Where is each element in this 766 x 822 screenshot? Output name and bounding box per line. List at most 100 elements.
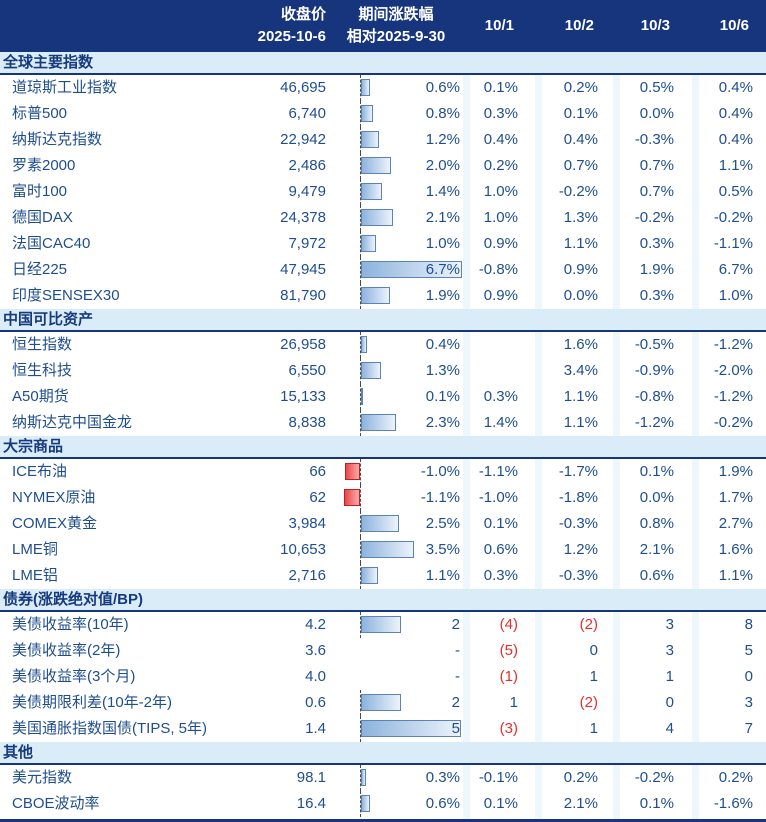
period-change-cell: 2 <box>326 612 466 638</box>
daily-change-value: 1.6% <box>718 541 753 558</box>
table-row: LME铜 10,653 3.5% 0.6% 1.2% 2.1% 1.6% <box>0 537 766 563</box>
daily-change-value: -1.2% <box>713 388 753 405</box>
period-change-value: 2 <box>451 616 460 633</box>
period-change-cell: 0.6% <box>326 75 466 101</box>
row-label: 德国DAX <box>12 209 73 226</box>
daily-change-value: 1.0% <box>718 287 753 304</box>
period-change-cell: 0.4% <box>326 332 466 358</box>
column-separator <box>463 52 470 819</box>
bar-axis <box>360 511 361 537</box>
daily-change-value <box>466 332 522 358</box>
close-price-value: 2,716 <box>288 567 326 584</box>
close-price-value: 46,695 <box>280 79 326 96</box>
daily-change-value: 1.0% <box>483 183 518 200</box>
table-header-row: 收盘价 2025-10-6 期间涨跌幅 相对2025-9-30 10/1 10/… <box>0 0 766 52</box>
period-change-cell: 0.3% <box>326 765 466 791</box>
daily-change-value: -2.0% <box>713 362 753 379</box>
close-price-value: 22,942 <box>280 131 326 148</box>
daily-change-value: (4) <box>499 616 518 633</box>
header-period-line1: 期间涨跌幅 <box>358 6 434 24</box>
close-price-value: 4.2 <box>305 616 326 633</box>
daily-change-value: 4 <box>665 720 674 737</box>
table-row: 美国通胀指数国债(TIPS, 5年) 1.4 5 (3) 1 4 7 <box>0 716 766 742</box>
table-row: 富时100 9,479 1.4% 1.0% -0.2% 0.7% 0.5% <box>0 179 766 205</box>
positive-data-bar <box>361 567 378 584</box>
period-change-value: - <box>455 642 460 659</box>
table-row: 纳斯达克中国金龙 8,838 2.3% 1.4% 1.1% -1.2% -0.2% <box>0 410 766 436</box>
period-change-value: 0.4% <box>425 336 460 353</box>
period-change-value: 0.8% <box>425 105 460 122</box>
close-price-value: 6,550 <box>288 362 326 379</box>
section-header: 全球主要指数 <box>0 52 766 75</box>
table-row: 美债收益率(2年) 3.6 - (5) 0 3 5 <box>0 638 766 664</box>
period-change-cell: - <box>326 664 466 690</box>
period-change-value: 0.3% <box>425 769 460 786</box>
bar-axis <box>360 153 361 179</box>
header-spacer <box>0 0 222 52</box>
header-period-change: 期间涨跌幅 相对2025-9-30 <box>326 0 466 52</box>
daily-change-value: 0.8% <box>639 515 674 532</box>
period-change-cell: 0.6% <box>326 791 466 817</box>
section-header: 中国可比资产 <box>0 309 766 332</box>
daily-change-value: -1.2% <box>634 414 674 431</box>
daily-change-value: (5) <box>499 642 518 659</box>
period-change-cell: 1.2% <box>326 127 466 153</box>
daily-change-value: -1.1% <box>713 235 753 252</box>
row-label: COMEX黄金 <box>12 515 98 532</box>
daily-change-value: 0.4% <box>483 131 518 148</box>
daily-change-value: 0.1% <box>563 105 598 122</box>
daily-change-value: -0.2% <box>634 209 674 226</box>
period-change-cell: 2.5% <box>326 511 466 537</box>
daily-change-value: 1.9% <box>639 261 674 278</box>
row-label: 美债收益率(2年) <box>12 642 121 659</box>
table-row: CBOE波动率 16.4 0.6% 0.1% 2.1% 0.1% -1.6% <box>0 791 766 817</box>
period-change-cell: 5 <box>326 716 466 742</box>
daily-change-value: 0.5% <box>639 79 674 96</box>
period-change-cell: 6.7% <box>326 257 466 283</box>
bar-axis <box>360 563 361 589</box>
daily-change-value: 0.2% <box>718 769 753 786</box>
header-day-2: 10/2 <box>564 17 594 35</box>
positive-data-bar <box>361 720 461 737</box>
daily-change-value: -0.2% <box>634 769 674 786</box>
column-separator <box>613 52 620 819</box>
daily-change-value: 0.7% <box>639 157 674 174</box>
close-price-value: 1.4 <box>305 720 326 737</box>
period-change-value: 2.5% <box>425 515 460 532</box>
period-change-cell: - <box>326 638 466 664</box>
daily-change-value: 0.4% <box>563 131 598 148</box>
positive-data-bar <box>361 769 366 786</box>
period-change-value: 2.0% <box>425 157 460 174</box>
close-price-value: 66 <box>309 463 326 480</box>
period-change-cell: 2 <box>326 690 466 716</box>
daily-change-value: 0.7% <box>639 183 674 200</box>
daily-change-value: 3 <box>665 642 674 659</box>
period-change-value: -1.0% <box>420 463 460 480</box>
daily-change-value: 1 <box>589 720 598 737</box>
row-label: 富时100 <box>12 183 68 200</box>
daily-change-value: 0.5% <box>718 183 753 200</box>
period-change-cell: 2.1% <box>326 205 466 231</box>
row-label: 美债收益率(3个月) <box>12 668 136 685</box>
bar-axis <box>360 410 361 436</box>
row-label: ICE布油 <box>12 463 68 480</box>
period-change-cell: 0.1% <box>326 384 466 410</box>
period-change-cell: 1.4% <box>326 179 466 205</box>
positive-data-bar <box>361 235 376 252</box>
daily-change-value: 2.1% <box>639 541 674 558</box>
daily-change-value: 0.7% <box>563 157 598 174</box>
table-row: 纳斯达克指数 22,942 1.2% 0.4% 0.4% -0.3% 0.4% <box>0 127 766 153</box>
bar-axis <box>360 101 361 127</box>
close-price-value: 3.6 <box>305 642 326 659</box>
column-separator <box>535 52 542 819</box>
header-close-price: 收盘价 2025-10-6 <box>222 0 326 52</box>
daily-change-value: 0.2% <box>483 157 518 174</box>
bar-axis <box>360 716 361 742</box>
negative-data-bar <box>343 489 360 506</box>
period-change-value: 0.6% <box>425 795 460 812</box>
table-row: 德国DAX 24,378 2.1% 1.0% 1.3% -0.2% -0.2% <box>0 205 766 231</box>
period-change-value: 2 <box>451 694 460 711</box>
table-row: ICE布油 66 -1.0% -1.1% -1.7% 0.1% 1.9% <box>0 459 766 485</box>
table-body: 全球主要指数 道琼斯工业指数 46,695 0.6% 0.1% 0.2% 0.5% 0.4% 标… <box>0 52 766 817</box>
daily-change-value: 5 <box>744 642 753 659</box>
